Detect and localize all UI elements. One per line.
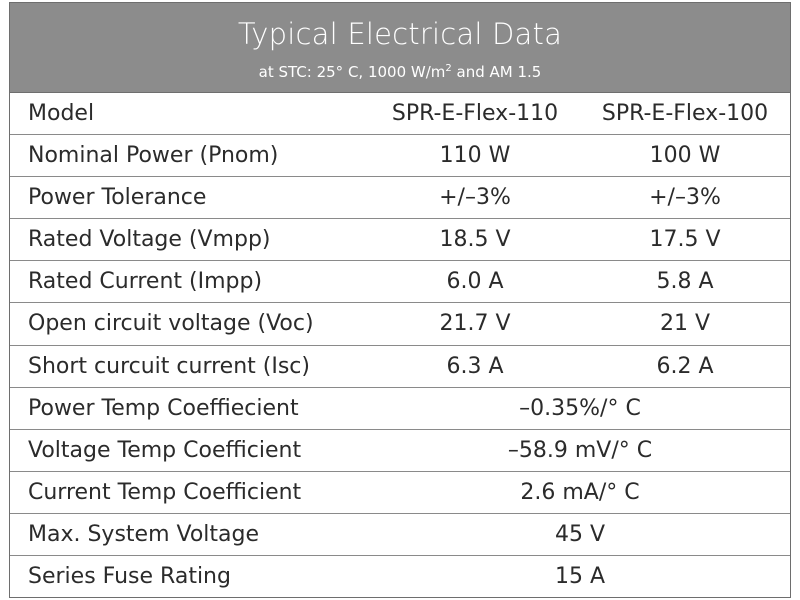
table-row: Power Temp Coeffiecient –0.35%/° C [10,388,790,430]
row-value-col1: 6.3 A [446,353,504,379]
row-label: Current Temp Coefficient [28,479,302,505]
row-label: Voltage Temp Coefficient [28,437,302,463]
row-label: Series Fuse Rating [28,564,231,590]
table-row: Rated Voltage (Vmpp) 18.5 V 17.5 V [10,219,790,262]
row-value-col1: 21.7 V [439,311,511,337]
row-value-merged: –0.35%/° C [519,395,641,421]
table-row: Voltage Temp Coefficient –58.9 mV/° C [10,430,790,472]
model-col2: SPR-E-Flex-100 [601,101,769,126]
row-value-col1: 110 W [439,143,511,169]
row-label: Short curcuit current (Isc) [28,353,310,379]
row-value-col2: 17.5 V [649,227,721,253]
table-row: Power Tolerance +/–3% +/–3% [10,177,790,220]
row-label: Rated Voltage (Vmpp) [28,227,271,253]
row-value-col2: +/–3% [649,185,721,211]
row-value-col1: 18.5 V [439,227,511,253]
electrical-data-table: Typical Electrical Data at STC: 25° C, 1… [9,2,791,598]
table-row: Rated Current (Impp) 6.0 A 5.8 A [10,261,790,304]
row-label: Open circuit voltage (Voc) [28,311,314,337]
table-row: Max. System Voltage 45 V [10,514,790,557]
row-value-merged: 45 V [554,521,606,547]
row-label: Nominal Power (Pnom) [28,143,279,169]
table-row: Short curcuit current (Isc) 6.3 A 6.2 A [10,346,790,388]
subtitle-superscript: 2 [445,63,452,74]
table-row: Open circuit voltage (Voc) 21.7 V 21 V [10,303,790,346]
row-value-col2: 6.2 A [656,353,714,379]
table-row: Current Temp Coefficient 2.6 mA/° C [10,472,790,514]
row-value-merged: –58.9 mV/° C [507,437,653,463]
row-value-col2: 100 W [649,143,721,169]
table-row: Nominal Power (Pnom) 110 W 100 W [10,135,790,178]
model-col1: SPR-E-Flex-110 [391,101,559,126]
row-value-merged: 2.6 mA/° C [520,479,640,505]
table-subtitle: at STC: 25° C, 1000 W/m2 and AM 1.5 [10,59,790,82]
subtitle-tail: and AM 1.5 [451,63,542,81]
row-value-col2: 21 V [659,311,711,337]
row-label: Rated Current (Impp) [28,269,263,295]
subtitle-main: at STC: 25° C, 1000 W/m [258,63,446,81]
row-label: Model [28,101,95,126]
row-value-col1: +/–3% [439,185,511,211]
row-value-merged: 15 A [554,564,606,590]
row-value-col1: 6.0 A [446,269,504,295]
row-label: Max. System Voltage [28,521,260,547]
table-title: Typical Electrical Data [237,17,563,51]
row-value-col2: 5.8 A [656,269,714,295]
model-row: Model SPR-E-Flex-110 SPR-E-Flex-100 [10,93,790,136]
table-row: Series Fuse Rating 15 A [10,556,790,598]
row-label: Power Tolerance [28,185,207,211]
row-label: Power Temp Coeffiecient [28,395,299,421]
table-header: Typical Electrical Data at STC: 25° C, 1… [10,3,790,93]
